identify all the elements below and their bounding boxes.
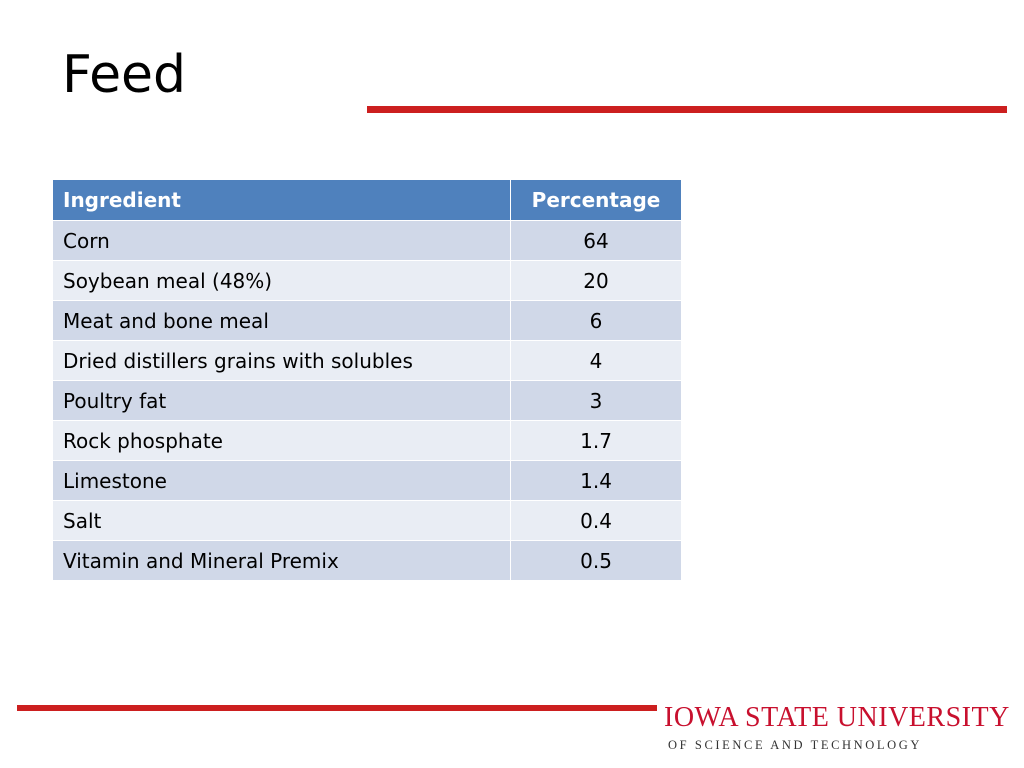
slide-title: Feed [62, 45, 187, 105]
cell-percentage: 0.4 [510, 500, 682, 541]
cell-ingredient: Poultry fat [51, 380, 512, 421]
cell-ingredient: Salt [51, 500, 512, 541]
university-logo: IOWA STATE UNIVERSITY OF SCIENCE AND TEC… [664, 700, 1020, 760]
cell-ingredient: Limestone [51, 460, 512, 501]
table-row: Rock phosphate 1.7 [51, 420, 682, 461]
cell-percentage: 20 [510, 260, 682, 301]
feed-ingredients-table: Ingredient Percentage Corn 64 Soybean me… [51, 179, 682, 581]
cell-percentage: 1.4 [510, 460, 682, 501]
cell-ingredient: Dried distillers grains with solubles [51, 340, 512, 381]
footer-rule [17, 705, 657, 711]
cell-percentage: 64 [510, 220, 682, 261]
cell-ingredient: Soybean meal (48%) [51, 260, 512, 301]
cell-percentage: 1.7 [510, 420, 682, 461]
column-header-ingredient: Ingredient [51, 179, 512, 221]
table-row: Meat and bone meal 6 [51, 300, 682, 341]
cell-percentage: 0.5 [510, 540, 682, 581]
university-name: IOWA STATE UNIVERSITY [664, 702, 1010, 733]
cell-percentage: 4 [510, 340, 682, 381]
table-row: Corn 64 [51, 220, 682, 261]
table-row: Soybean meal (48%) 20 [51, 260, 682, 301]
table-row: Limestone 1.4 [51, 460, 682, 501]
table-row: Vitamin and Mineral Premix 0.5 [51, 540, 682, 581]
table-header-row: Ingredient Percentage [51, 179, 682, 221]
cell-percentage: 6 [510, 300, 682, 341]
table-row: Poultry fat 3 [51, 380, 682, 421]
table-row: Dried distillers grains with solubles 4 [51, 340, 682, 381]
cell-ingredient: Vitamin and Mineral Premix [51, 540, 512, 581]
university-subtitle: OF SCIENCE AND TECHNOLOGY [668, 738, 923, 752]
cell-ingredient: Corn [51, 220, 512, 261]
column-header-percentage: Percentage [510, 179, 682, 221]
title-underline-rule [367, 106, 1007, 113]
cell-percentage: 3 [510, 380, 682, 421]
cell-ingredient: Meat and bone meal [51, 300, 512, 341]
table-row: Salt 0.4 [51, 500, 682, 541]
cell-ingredient: Rock phosphate [51, 420, 512, 461]
